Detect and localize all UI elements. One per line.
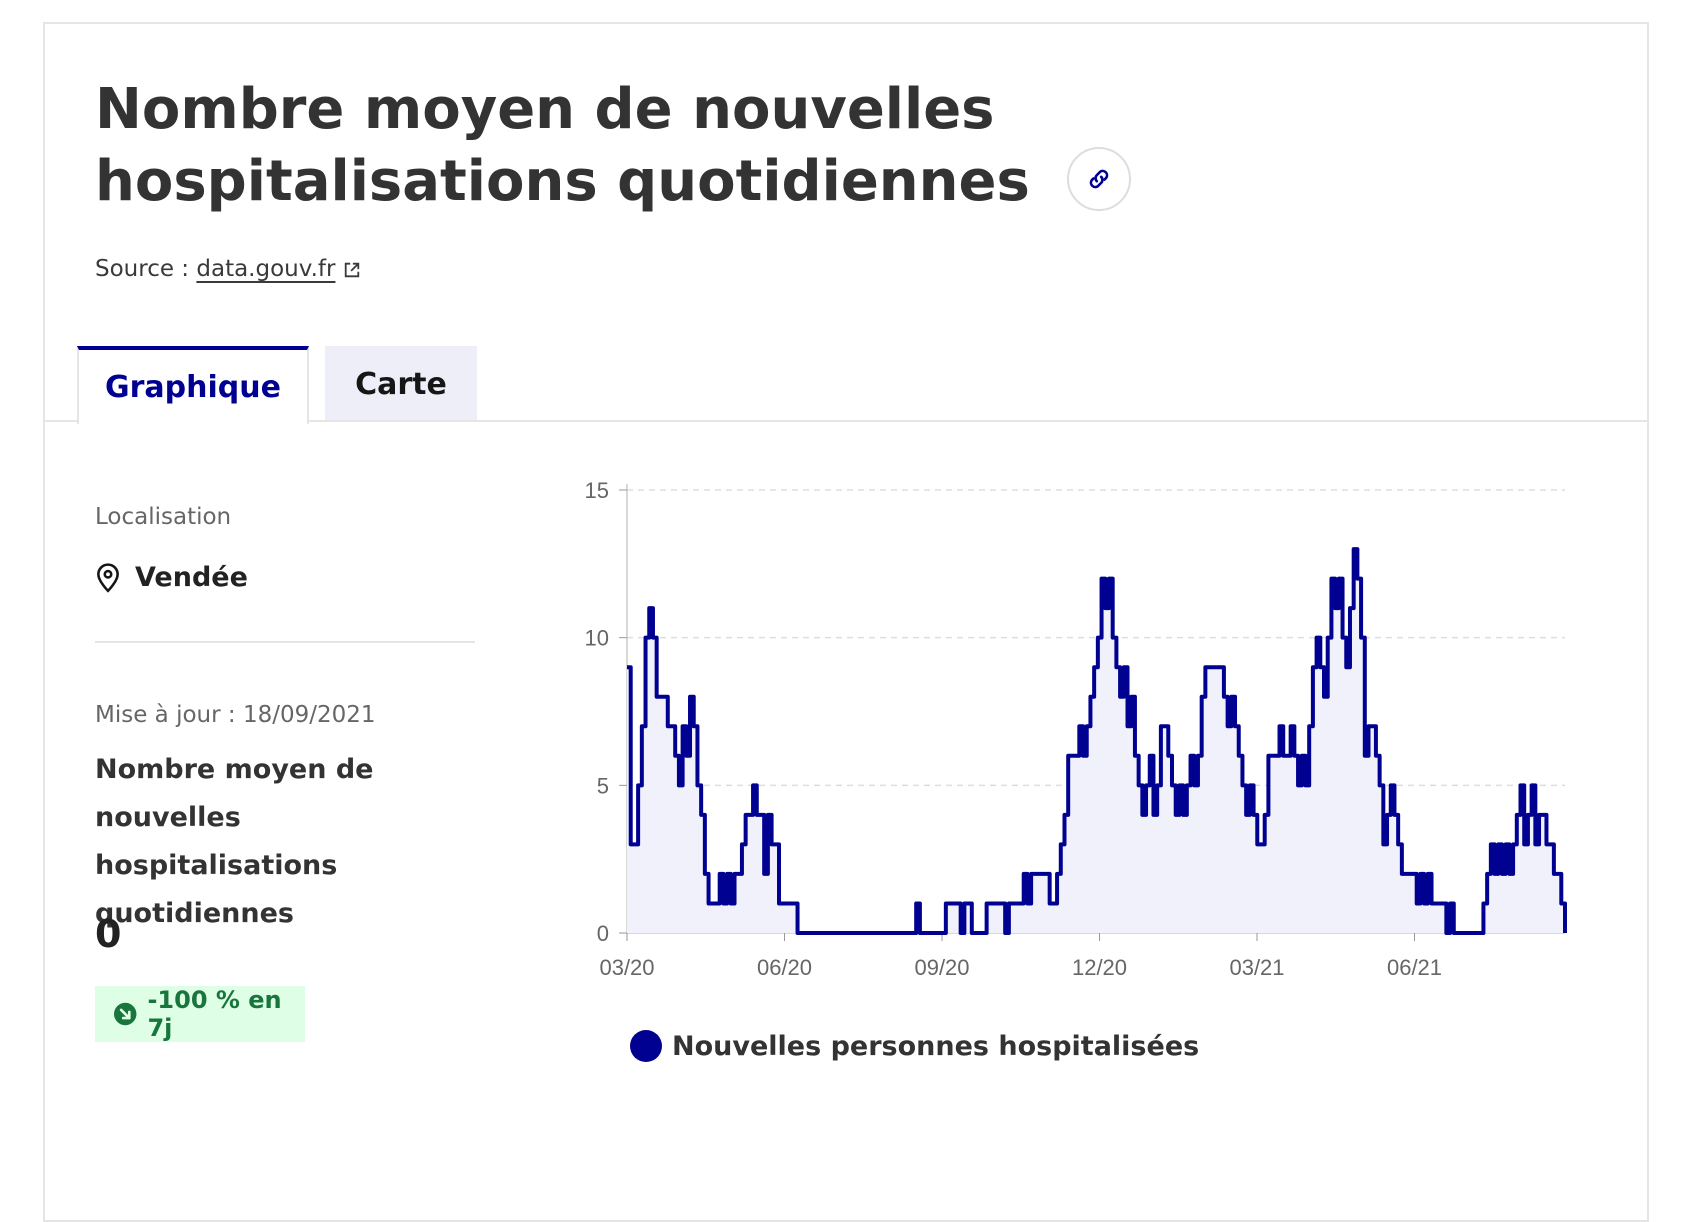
source-line: Source : data.gouv.fr bbox=[95, 256, 361, 282]
legend-label: Nouvelles personnes hospitalisées bbox=[672, 1030, 1200, 1062]
metric-value: 0 bbox=[95, 912, 122, 956]
copy-link-button[interactable] bbox=[1067, 146, 1132, 211]
location-value: Vendée bbox=[135, 562, 248, 593]
link-icon bbox=[1090, 169, 1109, 189]
source-link-text: data.gouv.fr bbox=[196, 256, 336, 282]
title-text: Nombre moyen de nouvelles hospitalisatio… bbox=[95, 77, 1030, 214]
source-link[interactable]: data.gouv.fr bbox=[196, 256, 361, 282]
location-selector[interactable]: Vendée bbox=[95, 562, 248, 593]
sidebar-divider bbox=[95, 641, 475, 643]
location-label: Localisation bbox=[95, 504, 232, 530]
source-prefix: Source : bbox=[95, 256, 190, 282]
legend-marker bbox=[630, 1030, 662, 1062]
update-date: Mise à jour : 18/09/2021 bbox=[95, 702, 376, 728]
chart-legend[interactable]: Nouvelles personnes hospitalisées bbox=[630, 1030, 1199, 1062]
trend-text: -100 % en 7j bbox=[147, 986, 282, 1042]
metric-title: Nombre moyen de nouvelles hospitalisatio… bbox=[95, 754, 374, 929]
tab-divider bbox=[45, 420, 1647, 422]
tab-carte[interactable]: Carte bbox=[325, 346, 477, 422]
arrow-down-right-icon bbox=[114, 1002, 137, 1026]
external-link-icon bbox=[345, 262, 360, 277]
page-title: Nombre moyen de nouvelles hospitalisatio… bbox=[95, 74, 1395, 218]
map-pin-icon bbox=[97, 562, 119, 593]
tab-graphique[interactable]: Graphique bbox=[77, 346, 309, 424]
trend-badge: -100 % en 7j bbox=[95, 986, 305, 1042]
